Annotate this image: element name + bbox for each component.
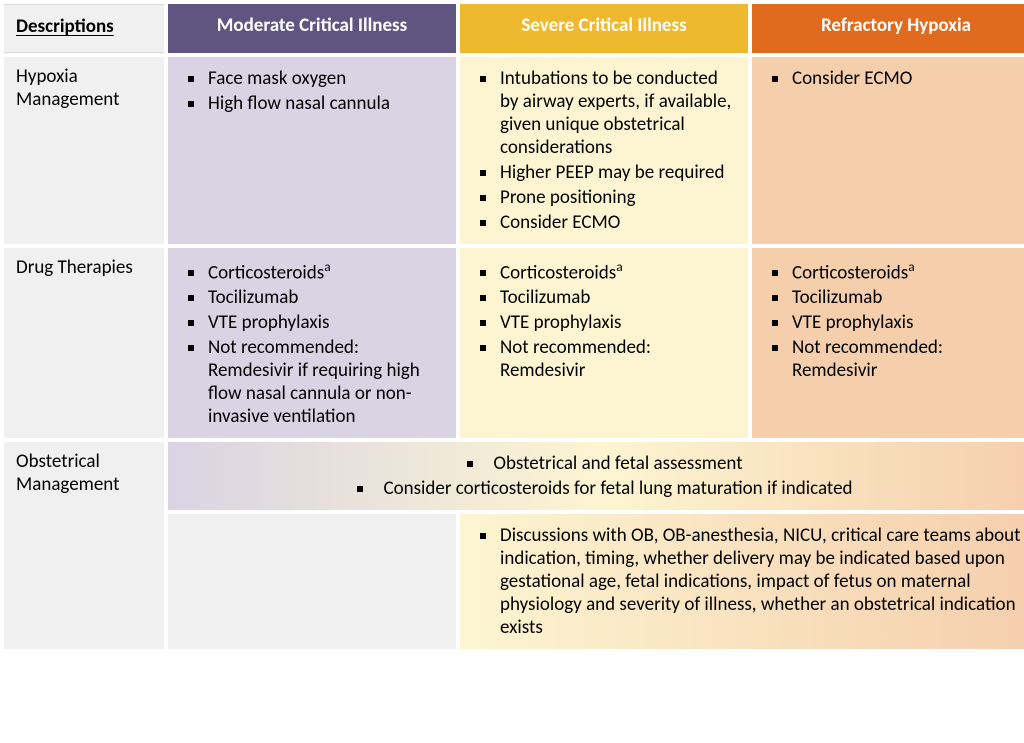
list-item: VTE prophylaxis xyxy=(498,311,736,334)
list-item: VTE prophylaxis xyxy=(790,311,1024,334)
list-item: Consider ECMO xyxy=(790,67,1024,90)
list-item: Tocilizumab xyxy=(498,286,736,309)
row-ob1: Obstetrical Management Obstetrical and f… xyxy=(4,442,1024,510)
rowlabel-drugs-text: Drug Therapies xyxy=(16,256,133,279)
cell-ob-discussions: Discussions with OB, OB-anesthesia, NICU… xyxy=(460,514,1024,649)
rowlabel-ob: Obstetrical Management xyxy=(4,442,164,649)
rowlabel-hypoxia: Hypoxia Management xyxy=(4,57,164,244)
cell-hypoxia-severe: Intubations to be conducted by airway ex… xyxy=(460,57,748,244)
list-drugs-refractory: CorticosteroidsaTocilizumabVTE prophylax… xyxy=(764,258,1024,382)
list-drugs-moderate: CorticosteroidsaTocilizumabVTE prophylax… xyxy=(180,258,444,428)
col-head-descriptions: Descriptions xyxy=(4,4,164,53)
col-head-severe: Severe Critical Illness xyxy=(460,4,748,53)
cell-drugs-refractory: CorticosteroidsaTocilizumabVTE prophylax… xyxy=(752,248,1024,438)
list-item: Consider ECMO xyxy=(498,211,736,234)
list-hypoxia-moderate: Face mask oxygenHigh flow nasal cannula xyxy=(180,67,444,115)
rowlabel-hypoxia-text: Hypoxia Management xyxy=(16,65,119,111)
list-item: Not recommended: Remdesivir xyxy=(790,336,1024,382)
row-hypoxia: Hypoxia Management Face mask oxygenHigh … xyxy=(4,57,1024,244)
list-item: Not recommended: Remdesivir xyxy=(498,336,736,382)
list-hypoxia-severe: Intubations to be conducted by airway ex… xyxy=(472,67,736,234)
col-head-refractory: Refractory Hypoxia xyxy=(752,4,1024,53)
list-ob-discussions: Discussions with OB, OB-anesthesia, NICU… xyxy=(472,524,1024,639)
list-item: Higher PEEP may be required xyxy=(498,161,736,184)
cell-ob-moderate-empty xyxy=(168,514,456,649)
list-hypoxia-refractory: Consider ECMO xyxy=(764,67,1024,90)
clinical-table: Descriptions Moderate Critical Illness S… xyxy=(0,0,1024,653)
cell-ob-all: Obstetrical and fetal assessmentConsider… xyxy=(168,442,1024,510)
row-drugs: Drug Therapies CorticosteroidsaTocilizum… xyxy=(4,248,1024,438)
cell-drugs-severe: CorticosteroidsaTocilizumabVTE prophylax… xyxy=(460,248,748,438)
cell-hypoxia-moderate: Face mask oxygenHigh flow nasal cannula xyxy=(168,57,456,244)
list-item: Intubations to be conducted by airway ex… xyxy=(498,67,736,159)
list-item: Tocilizumab xyxy=(206,286,444,309)
header-row: Descriptions Moderate Critical Illness S… xyxy=(4,4,1024,53)
list-item: Not recommended: Remdesivir if requiring… xyxy=(206,336,444,428)
list-item: Corticosteroidsa xyxy=(498,258,736,284)
col-head-moderate: Moderate Critical Illness xyxy=(168,4,456,53)
rowlabel-ob-text: Obstetrical Management xyxy=(16,450,119,496)
list-item: Discussions with OB, OB-anesthesia, NICU… xyxy=(498,524,1024,639)
list-drugs-severe: CorticosteroidsaTocilizumabVTE prophylax… xyxy=(472,258,736,382)
rowlabel-drugs: Drug Therapies xyxy=(4,248,164,438)
list-item: Consider corticosteroids for fetal lung … xyxy=(180,477,1024,500)
list-item: High flow nasal cannula xyxy=(206,92,444,115)
cell-hypoxia-refractory: Consider ECMO xyxy=(752,57,1024,244)
list-item: Tocilizumab xyxy=(790,286,1024,309)
list-item: Prone positioning xyxy=(498,186,736,209)
list-item: Corticosteroidsa xyxy=(206,258,444,284)
cell-drugs-moderate: CorticosteroidsaTocilizumabVTE prophylax… xyxy=(168,248,456,438)
list-item: Obstetrical and fetal assessment xyxy=(180,452,1024,475)
list-item: VTE prophylaxis xyxy=(206,311,444,334)
list-ob-all: Obstetrical and fetal assessmentConsider… xyxy=(180,452,1024,500)
list-item: Corticosteroidsa xyxy=(790,258,1024,284)
list-item: Face mask oxygen xyxy=(206,67,444,90)
